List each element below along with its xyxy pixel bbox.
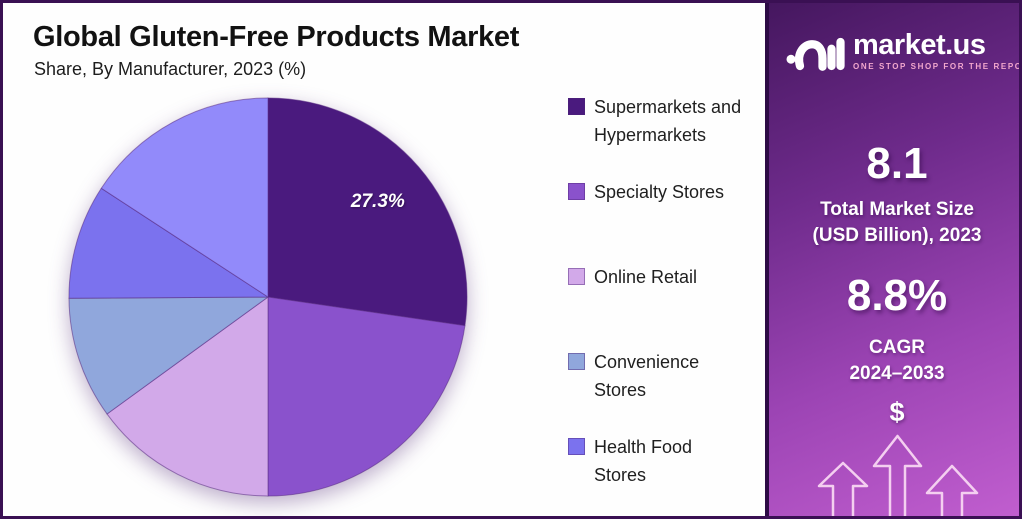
market-size-label: Total Market Size (USD Billion), 2023 <box>797 197 997 249</box>
chart-legend: Supermarkets and Hypermarkets Specialty … <box>568 93 768 516</box>
legend-swatch-icon <box>568 268 585 285</box>
dollar-symbol: $ <box>889 397 905 427</box>
legend-label: Online Retail <box>594 267 698 287</box>
legend-label: Health Food Stores <box>594 437 693 485</box>
brand-logo-textblock: market.us ONE STOP SHOP FOR THE REPORTS <box>853 29 1022 72</box>
pie-slice <box>68 296 270 415</box>
market-us-logo-icon <box>786 37 845 71</box>
pie-slice <box>68 187 270 299</box>
market-size-label-line1: Total Market Size <box>820 199 974 220</box>
legend-swatch-icon <box>568 183 585 200</box>
pie-slice <box>267 97 468 327</box>
legend-swatch-icon <box>568 438 585 455</box>
cagr-label: CAGR 2024–2033 <box>797 335 997 387</box>
cagr-label-text: CAGR <box>869 337 925 358</box>
legend-item-health-food-stores: Health Food Stores <box>568 433 768 516</box>
pie-slice <box>106 296 269 497</box>
cagr-value: 8.8% <box>846 271 948 320</box>
legend-item-online-retail: Online Retail <box>568 263 768 348</box>
legend-label: Supermarkets and Hypermarkets <box>594 97 742 145</box>
brand-panel: market.us ONE STOP SHOP FOR THE REPORTS … <box>765 3 1022 516</box>
page-title: Global Gluten-Free Products Market <box>33 21 520 53</box>
brand-logo-text: market.us <box>853 29 986 61</box>
growth-arrows-icon <box>817 434 979 516</box>
pie-slice <box>100 97 269 298</box>
pie-chart-svg <box>68 97 468 497</box>
page-subtitle: Share, By Manufacturer, 2023 (%) <box>34 59 307 79</box>
legend-swatch-icon <box>568 353 585 370</box>
pie-chart: 27.3% <box>67 96 471 500</box>
market-size-value: 8.1 <box>866 139 928 188</box>
cagr-period: 2024–2033 <box>849 363 945 384</box>
market-size-label-line2: (USD Billion), 2023 <box>812 225 982 246</box>
legend-label: Specialty Stores <box>594 182 725 202</box>
brand-logo-tagline: ONE STOP SHOP FOR THE REPORTS <box>853 62 1022 71</box>
legend-item-specialty-stores: Specialty Stores <box>568 178 768 263</box>
legend-item-supermarkets: Supermarkets and Hypermarkets <box>568 93 768 178</box>
pie-slice <box>267 296 466 497</box>
pie-data-label: 27.3% <box>350 190 405 212</box>
legend-item-convenience-stores: Convenience Stores <box>568 348 768 433</box>
legend-swatch-icon <box>568 98 585 115</box>
legend-label: Convenience Stores <box>594 352 700 400</box>
brand-logo: market.us ONE STOP SHOP FOR THE REPORTS <box>785 25 1022 77</box>
